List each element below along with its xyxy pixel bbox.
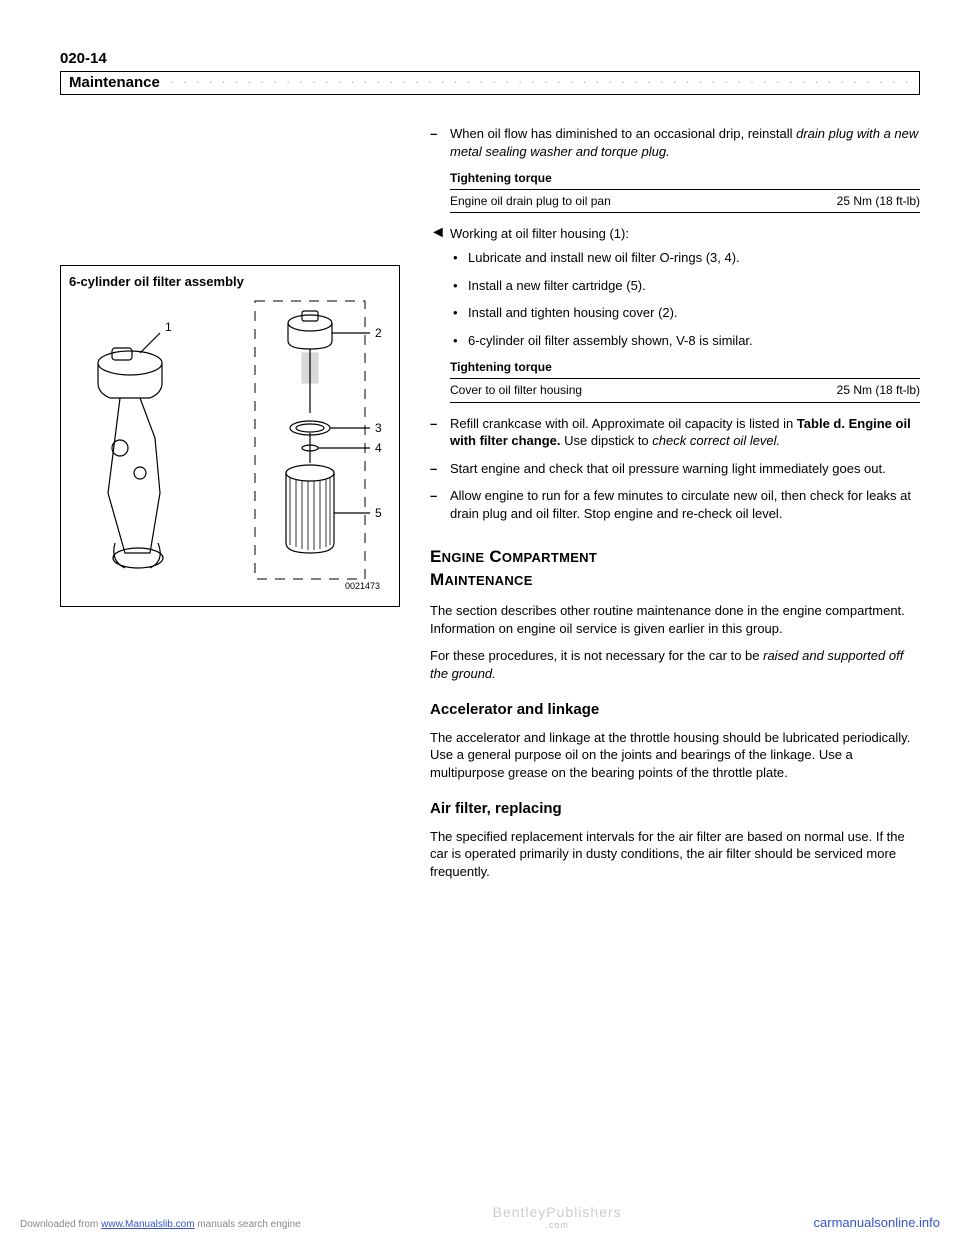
callout-5: 5 <box>375 506 382 520</box>
subheading-accelerator: Accelerator and linkage <box>430 700 920 720</box>
arrow-icon: ◄ <box>430 225 450 243</box>
torque2-value: 25 Nm (18 ft-lb) <box>837 382 920 398</box>
step5-text: Allow engine to run for a few minutes to… <box>450 487 920 522</box>
torque1-label: Engine oil drain plug to oil pan <box>450 193 611 209</box>
page-number: 020-14 <box>60 50 920 67</box>
accelerator-text: The accelerator and linkage at the throt… <box>430 729 920 782</box>
step3-a: Refill crankcase with oil. Approximate o… <box>450 416 797 431</box>
manualslib-link[interactable]: www.Manualslib.com <box>101 1219 194 1230</box>
bullet-lubricate: •Lubricate and install new oil filter O-… <box>450 249 920 267</box>
maintenance-header: Maintenance · · · · · · · · · · · · · · … <box>60 71 920 95</box>
bullet-1: Install a new filter cartridge (5). <box>468 277 920 295</box>
torque1-row: Engine oil drain plug to oil pan 25 Nm (… <box>450 189 920 213</box>
airfilter-text: The specified replacement intervals for … <box>430 828 920 881</box>
torque1-value: 25 Nm (18 ft-lb) <box>837 193 920 209</box>
figure-box: 6-cylinder oil filter assembly <box>60 265 400 607</box>
bullet-3: 6-cylinder oil filter assembly shown, V-… <box>468 332 920 350</box>
torque2-label: Cover to oil filter housing <box>450 382 582 398</box>
maintenance-title: Maintenance <box>69 74 160 91</box>
torque2-heading: Tightening torque <box>450 359 920 375</box>
page-footer: Downloaded from www.Manualslib.com manua… <box>0 1204 960 1230</box>
callout-2: 2 <box>375 326 382 340</box>
footer-left-b: manuals search engine <box>195 1219 301 1230</box>
bullet-cover: •Install and tighten housing cover (2). <box>450 304 920 322</box>
footer-center: BentleyPublishers .com <box>493 1204 622 1230</box>
step2-lead: Working at oil filter housing (1): <box>450 225 629 243</box>
footer-center-top: BentleyPublishers <box>493 1204 622 1220</box>
header-dots: · · · · · · · · · · · · · · · · · · · · … <box>171 78 914 87</box>
callout-4: 4 <box>375 441 382 455</box>
step-working-housing: ◄ Working at oil filter housing (1): <box>430 225 920 243</box>
callout-1: 1 <box>165 320 172 334</box>
step1-text-a: When oil flow has diminished to an occas… <box>450 126 796 141</box>
callout-3: 3 <box>375 421 382 435</box>
dash-marker: – <box>430 125 450 160</box>
torque1-heading: Tightening torque <box>450 170 920 186</box>
footer-right-link[interactable]: carmanualsonline.info <box>814 1215 940 1230</box>
figure-title: 6-cylinder oil filter assembly <box>69 274 391 289</box>
bullet-note: •6-cylinder oil filter assembly shown, V… <box>450 332 920 350</box>
intro-para-1: The section describes other routine main… <box>430 602 920 637</box>
oil-filter-diagram: 1 <box>69 293 391 593</box>
intro2-a: For these procedures, it is not necessar… <box>430 648 763 663</box>
step4-text: Start engine and check that oil pressure… <box>450 460 920 478</box>
footer-left: Downloaded from www.Manualslib.com manua… <box>20 1219 301 1230</box>
step3-c: Use dipstick to <box>561 433 653 448</box>
section-heading-engine-compartment: ENGINE COMPARTMENT MAINTENANCE <box>430 546 920 592</box>
torque2-row: Cover to oil filter housing 25 Nm (18 ft… <box>450 378 920 402</box>
bullet-cartridge: •Install a new filter cartridge (5). <box>450 277 920 295</box>
figure-ref: 0021473 <box>345 581 380 591</box>
footer-left-a: Downloaded from <box>20 1219 101 1230</box>
bullet-0: Lubricate and install new oil filter O-r… <box>468 249 920 267</box>
intro-para-2: For these procedures, it is not necessar… <box>430 647 920 682</box>
bullet-2: Install and tighten housing cover (2). <box>468 304 920 322</box>
step-start-engine: – Start engine and check that oil pressu… <box>430 460 920 478</box>
subheading-airfilter: Air filter, replacing <box>430 799 920 819</box>
step-circulate: – Allow engine to run for a few minutes … <box>430 487 920 522</box>
step-refill: – Refill crankcase with oil. Approximate… <box>430 415 920 450</box>
footer-center-mid: .com <box>493 1220 622 1230</box>
step-reinstall-plug: – When oil flow has diminished to an occ… <box>430 125 920 160</box>
step3-d: check correct oil level. <box>652 433 780 448</box>
